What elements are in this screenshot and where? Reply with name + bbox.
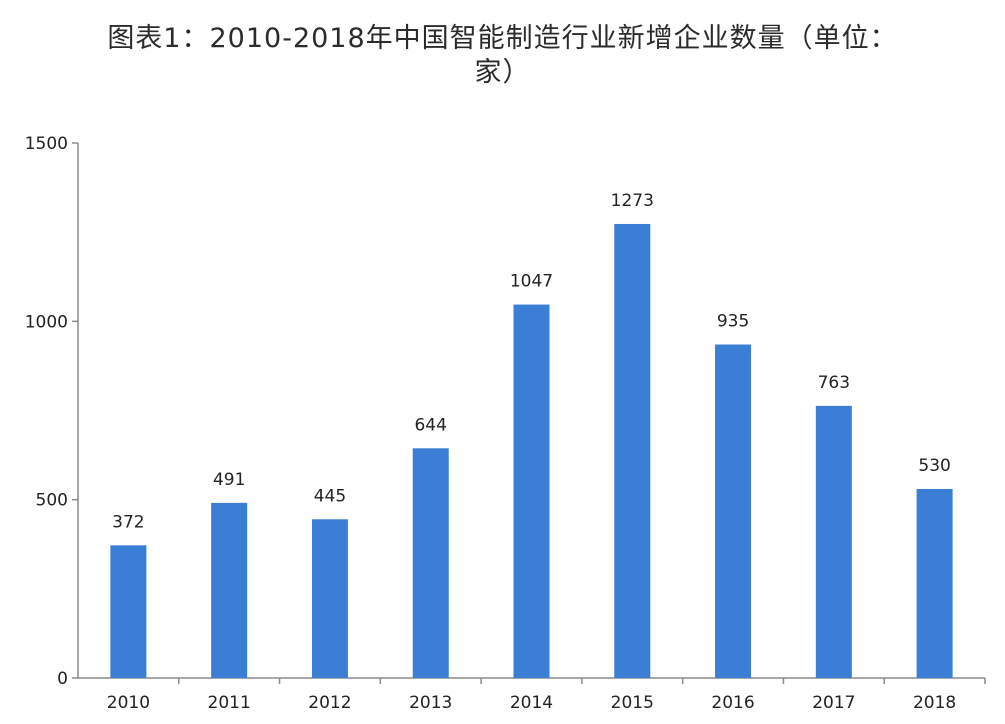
- x-tick-label: 2016: [711, 693, 754, 713]
- x-tick-label: 2010: [107, 693, 150, 713]
- y-tick-label: 1500: [25, 134, 68, 154]
- y-tick-label: 0: [57, 669, 68, 689]
- chart-title-line-1: 图表1：2010-2018年中国智能制造行业新增企业数量（单位：: [107, 23, 898, 54]
- bar: [715, 344, 752, 678]
- x-tick-label: 2013: [409, 693, 452, 713]
- bar: [412, 448, 449, 678]
- bar: [211, 502, 248, 678]
- x-tick-label: 2012: [308, 693, 351, 713]
- x-tick-label: 2017: [812, 693, 855, 713]
- y-tick-label: 1000: [25, 312, 68, 332]
- bar: [311, 519, 348, 678]
- y-tick-label: 500: [36, 491, 68, 511]
- x-tick-label: 2014: [510, 693, 553, 713]
- bar: [513, 304, 550, 678]
- data-label: 445: [314, 486, 346, 506]
- bar: [614, 223, 651, 679]
- bar: [815, 405, 852, 678]
- x-tick-label: 2011: [208, 693, 251, 713]
- data-label: 935: [717, 312, 749, 332]
- x-tick-label: 2018: [913, 693, 956, 713]
- chart-title: 图表1：2010-2018年中国智能制造行业新增企业数量（单位： 家）: [0, 22, 1005, 90]
- data-label: 763: [818, 373, 850, 393]
- data-label: 1047: [510, 272, 553, 292]
- x-tick-label: 2015: [611, 693, 654, 713]
- data-label: 1273: [611, 191, 654, 211]
- chart-title-line-2: 家）: [474, 57, 531, 88]
- data-label: 491: [213, 470, 245, 490]
- bar: [916, 488, 953, 678]
- data-label: 644: [414, 415, 446, 435]
- bar: [110, 545, 147, 678]
- data-label: 372: [112, 512, 144, 532]
- data-label: 530: [918, 456, 950, 476]
